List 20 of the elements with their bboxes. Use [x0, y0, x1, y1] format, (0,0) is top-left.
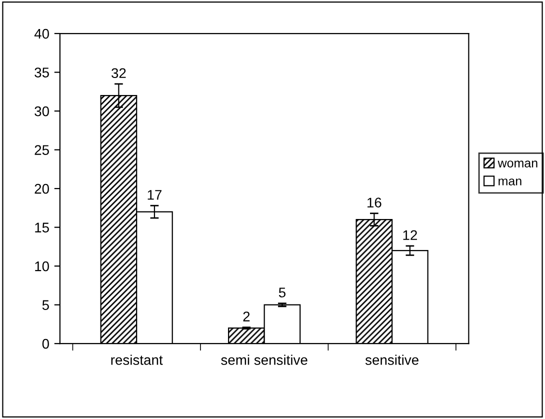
legend-label: woman	[498, 160, 538, 168]
data-label: 12	[403, 230, 417, 240]
data-label: 17	[148, 190, 162, 200]
y-tick-label: 25	[34, 145, 49, 155]
y-tick-label: 15	[35, 222, 49, 232]
x-tick-label: resistant	[111, 354, 163, 365]
y-tick-label: 35	[34, 68, 49, 78]
data-label: 16	[368, 198, 382, 208]
y-tick-label: 40	[34, 28, 49, 39]
data-label: 5	[278, 288, 286, 298]
y-tick-label: 20	[34, 184, 49, 194]
x-tick-label: semi sensitive	[221, 354, 308, 365]
y-tick-label: 30	[34, 106, 49, 116]
x-tick-label: sensitive	[365, 354, 418, 365]
y-tick-label: 10	[35, 261, 49, 272]
y-tick-label: 0	[42, 338, 49, 349]
y-tick-label: 5	[42, 300, 49, 310]
data-label: 32	[112, 68, 126, 78]
legend-label: man	[498, 178, 522, 186]
data-label: 2	[243, 312, 250, 322]
